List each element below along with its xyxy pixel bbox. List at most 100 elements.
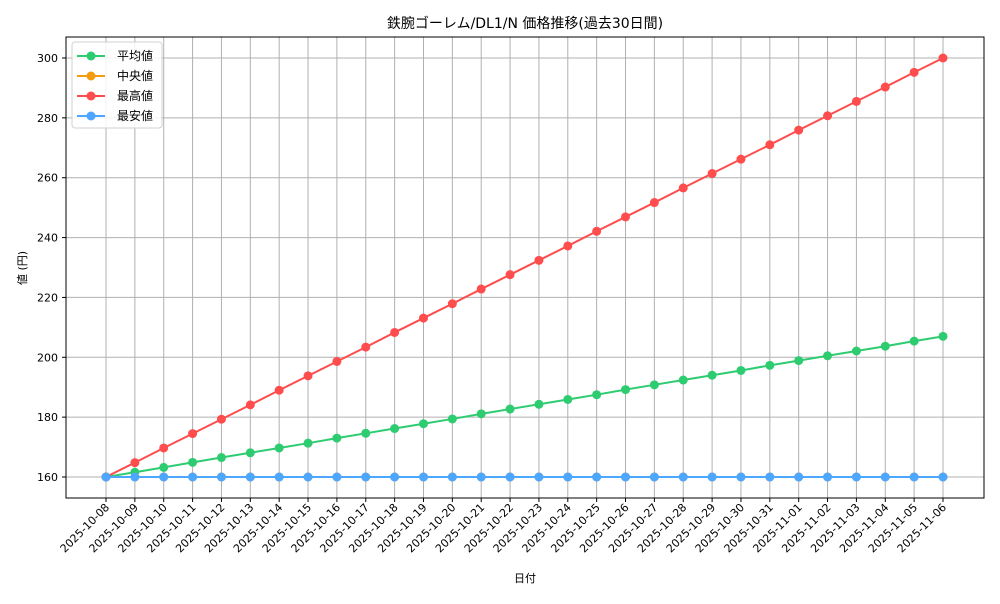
legend-label: 最安値 [117,108,153,123]
legend-label: 平均値 [117,48,153,63]
data-point [332,472,342,482]
data-point [621,385,631,395]
data-point [390,327,400,337]
legend-label: 中央値 [117,68,153,83]
data-point [880,472,890,482]
data-point [476,284,486,294]
y-tick-label: 260 [37,172,58,185]
data-point [476,409,486,419]
data-point [938,472,948,482]
data-point [765,472,775,482]
data-point [707,169,717,179]
data-point [736,365,746,375]
data-point [216,414,226,424]
data-point [505,404,515,414]
data-point [534,399,544,409]
y-tick-label: 280 [37,112,58,125]
data-point [592,390,602,400]
data-point [245,448,255,458]
legend-swatch-marker [86,71,96,81]
chart-title: 鉄腕ゴーレム/DL1/N 価格推移(過去30日間) [387,15,663,32]
data-point [447,472,457,482]
data-point [303,371,313,381]
data-point [245,400,255,410]
data-point [188,457,198,467]
data-point [880,341,890,351]
data-point [678,472,688,482]
data-point [332,433,342,443]
legend-swatch-marker [86,91,96,101]
data-point [505,270,515,280]
data-point [563,472,573,482]
data-point [909,67,919,77]
data-point [361,342,371,352]
y-tick-label: 240 [37,232,58,245]
data-point [794,472,804,482]
data-point [649,198,659,208]
data-point [245,472,255,482]
data-point [216,472,226,482]
grid-lines [66,37,984,498]
data-point [274,385,284,395]
data-point [649,472,659,482]
data-point [361,428,371,438]
data-point [938,331,948,341]
data-point [592,226,602,236]
data-point [621,212,631,222]
data-point [765,140,775,150]
data-point [418,419,428,429]
x-axis-label: 日付 [514,572,536,585]
data-point [534,472,544,482]
y-axis-label: 値 (円) [16,251,29,285]
data-point [390,424,400,434]
legend-swatch-marker [86,51,96,61]
legend-box [71,41,163,129]
data-point [216,453,226,463]
data-point [851,472,861,482]
data-point [418,313,428,323]
series-3 [101,472,948,482]
data-point [678,375,688,385]
data-point [130,458,140,468]
data-point [476,472,486,482]
data-point [274,443,284,453]
data-point [736,154,746,164]
data-point [794,125,804,135]
data-point [159,462,169,472]
x-axis: 2025-10-082025-10-092025-10-102025-10-11… [58,498,949,555]
data-point [909,472,919,482]
data-point [563,241,573,251]
plot-frame [65,36,985,499]
data-point [880,82,890,92]
data-point [447,299,457,309]
data-point [851,96,861,106]
data-point [649,380,659,390]
data-point [823,472,833,482]
data-point [592,472,602,482]
data-point [765,360,775,370]
series-line [105,335,944,478]
data-point [101,472,111,482]
data-point [678,183,688,193]
data-point [361,472,371,482]
y-axis: 160 180 200 220 240 260 280 300 [37,52,66,484]
data-point [851,346,861,356]
data-point [563,394,573,404]
data-point [188,472,198,482]
data-point [909,336,919,346]
data-point [736,472,746,482]
series-0 [101,331,948,482]
data-point [390,472,400,482]
data-point [823,111,833,121]
data-point [938,53,948,63]
data-point [303,472,313,482]
legend-swatch-marker [86,111,96,121]
data-point [159,472,169,482]
data-point [447,414,457,424]
data-point [130,472,140,482]
data-series [101,53,948,482]
data-point [707,472,717,482]
data-point [534,255,544,265]
